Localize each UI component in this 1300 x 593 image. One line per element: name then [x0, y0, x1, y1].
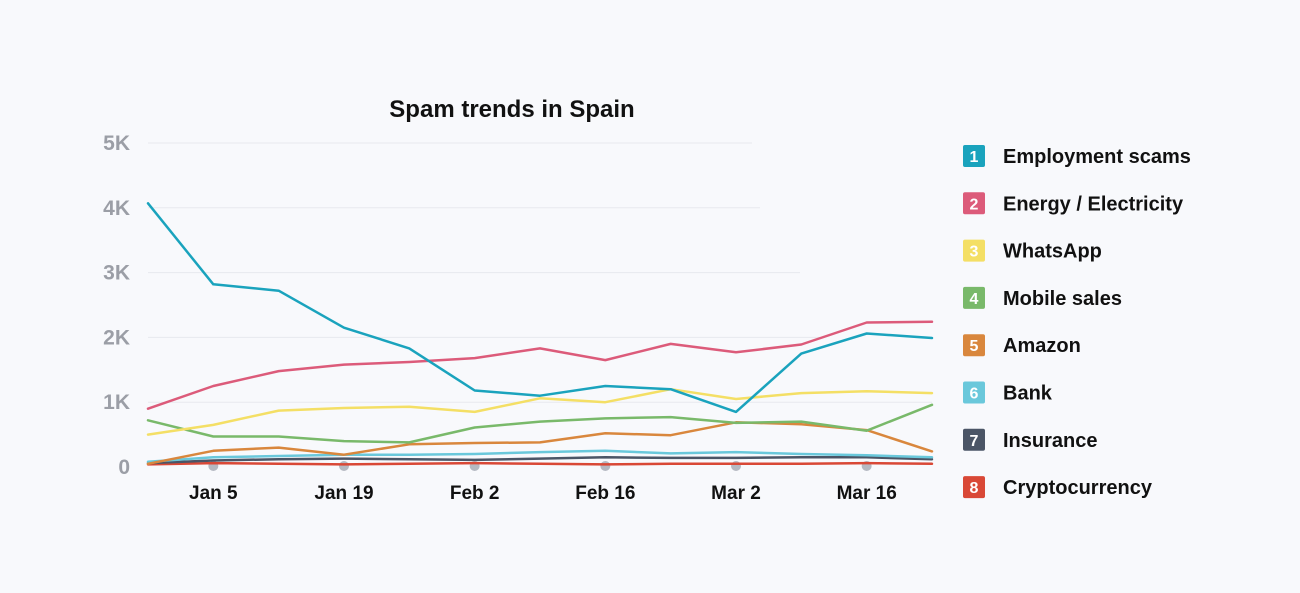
legend-number: 1: [970, 149, 979, 166]
x-tick-label: Jan 19: [314, 483, 373, 504]
legend-swatch: [963, 286, 985, 309]
x-tick-marker: [731, 461, 741, 471]
legend-label: Cryptocurrency: [1003, 477, 1153, 499]
x-tick-marker: [600, 461, 611, 471]
x-tick-label: Feb 2: [450, 483, 500, 504]
legend-label: Energy / Electricity: [1003, 193, 1184, 215]
y-tick-label: 1K: [103, 391, 130, 414]
x-tick-label: Mar 2: [711, 483, 761, 504]
legend-swatch: [963, 239, 985, 262]
chart-title: Spam trends in Spain: [389, 96, 634, 123]
legend-label: Bank: [1003, 383, 1053, 405]
series-line-cryptocurrency: [146, 461, 934, 466]
y-tick-label: 5K: [103, 132, 130, 155]
legend-number: 8: [970, 480, 979, 497]
legend-number: 6: [970, 386, 979, 403]
x-tick-marker: [339, 461, 349, 471]
series-line-whatsapp: [146, 387, 934, 436]
x-tick-label: Jan 5: [189, 483, 238, 504]
legend-swatch: [963, 334, 985, 357]
legend-swatch: [963, 145, 985, 167]
legend-item: 1 Employment scams: [963, 145, 1191, 168]
y-tick-label: 2K: [103, 326, 130, 349]
y-tick-label: 3K: [103, 262, 130, 285]
y-tick-label: 4K: [103, 197, 130, 220]
legend-label: Insurance: [1003, 430, 1097, 452]
series-line-amazon: [146, 421, 934, 466]
series-line-employment-scams: [146, 202, 934, 414]
y-tick-label: 0: [118, 456, 130, 479]
legend-item: 6 Bank: [963, 381, 1053, 405]
y-axis-ticks: 0 1K 2K 3K 4K 5K: [103, 132, 130, 479]
series-line-insurance: [146, 456, 934, 465]
legend-item: 2 Energy / Electricity: [963, 192, 1184, 215]
legend-item: 3 WhatsApp: [963, 239, 1102, 263]
legend-number: 7: [970, 433, 979, 450]
legend-number: 5: [970, 338, 979, 355]
x-axis-ticks: Jan 5 Jan 19 Feb 2 Feb 16 Mar 2 Mar 16: [189, 461, 897, 504]
legend-swatch: [963, 428, 985, 451]
legend-number: 4: [970, 291, 979, 308]
legend-item: 5 Amazon: [963, 334, 1081, 357]
legend-swatch: [963, 192, 985, 215]
legend-label: Employment scams: [1003, 146, 1191, 168]
legend-item: 4 Mobile sales: [963, 286, 1122, 310]
legend-item: 8 Cryptocurrency: [963, 476, 1153, 499]
series-line-bank: [146, 449, 934, 464]
legend-number: 2: [970, 196, 979, 213]
legend-label: Amazon: [1003, 335, 1081, 357]
legend-item: 7 Insurance: [963, 428, 1097, 452]
series-lines: [146, 202, 934, 466]
x-tick-label: Mar 16: [837, 483, 897, 504]
legend-label: WhatsApp: [1003, 241, 1102, 263]
legend-swatch: [963, 476, 985, 499]
x-tick-label: Feb 16: [575, 483, 635, 504]
series-line-mobile-sales: [146, 403, 934, 444]
legend: 1 Employment scams 2 Energy / Electricity 3 W…: [963, 145, 1191, 499]
legend-swatch: [963, 381, 985, 404]
series-line-energy-electricity: [146, 320, 934, 410]
legend-number: 3: [970, 244, 979, 261]
grid: [148, 142, 932, 403]
legend-label: Mobile sales: [1003, 288, 1122, 310]
